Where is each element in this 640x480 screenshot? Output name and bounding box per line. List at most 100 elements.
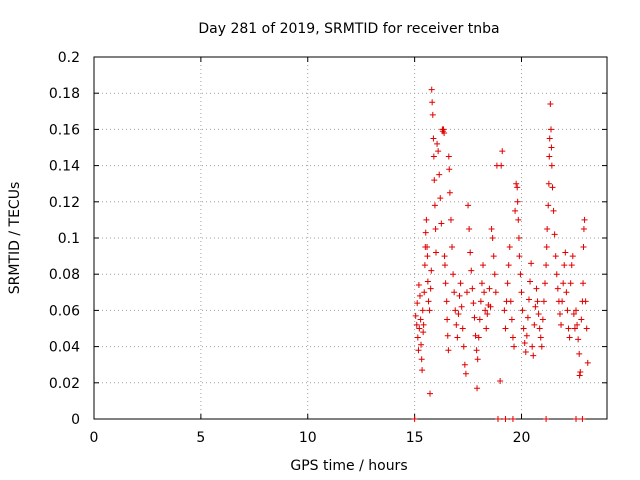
- data-point: [583, 325, 590, 332]
- data-point: [443, 298, 450, 305]
- data-point: [530, 352, 537, 359]
- data-point: [525, 296, 532, 303]
- data-point: [502, 325, 509, 332]
- data-point: [476, 316, 483, 323]
- data-point: [482, 307, 489, 314]
- y-tick-label: 0: [71, 412, 80, 428]
- data-point: [411, 416, 418, 422]
- data-point: [419, 367, 426, 374]
- data-point: [569, 253, 576, 260]
- data-point: [504, 280, 511, 287]
- data-point: [465, 202, 472, 209]
- data-point: [540, 298, 547, 305]
- data-point: [474, 385, 481, 392]
- data-point: [567, 280, 574, 287]
- data-point: [536, 325, 543, 332]
- data-point: [456, 292, 463, 299]
- data-point: [551, 231, 558, 238]
- data-point: [429, 99, 436, 106]
- data-point: [471, 314, 478, 321]
- x-tick-label: 15: [406, 430, 424, 446]
- data-point: [483, 325, 490, 332]
- data-point: [425, 298, 432, 305]
- data-point: [435, 148, 442, 155]
- data-point: [574, 321, 581, 328]
- data-point: [455, 311, 462, 318]
- data-point: [577, 368, 584, 375]
- data-point: [571, 325, 578, 332]
- y-tick-label: 0.18: [49, 86, 80, 102]
- data-point: [501, 307, 508, 314]
- data-point: [441, 130, 448, 137]
- data-point: [505, 262, 512, 269]
- data-point: [467, 249, 474, 256]
- data-point: [491, 271, 498, 278]
- data-point: [419, 307, 426, 314]
- data-point: [461, 361, 468, 368]
- data-point: [548, 144, 555, 151]
- data-point: [573, 307, 580, 314]
- data-point: [430, 153, 437, 160]
- data-point: [545, 202, 552, 209]
- data-point: [442, 280, 449, 287]
- data-point: [553, 271, 560, 278]
- data-point: [535, 311, 542, 318]
- y-axis: 0 0.02 0.04 0.06 0.08 0.1 0.12 0.14 0.16 0.18 0.2: [49, 50, 607, 428]
- data-point: [445, 347, 452, 354]
- data-point: [490, 253, 497, 260]
- data-point: [446, 166, 453, 173]
- data-point: [509, 334, 516, 341]
- data-point: [416, 325, 423, 332]
- y-tick-label: 0.04: [49, 340, 80, 356]
- data-point: [543, 262, 550, 269]
- data-point: [424, 278, 431, 285]
- data-point: [472, 332, 479, 339]
- data-point: [524, 314, 531, 321]
- data-point: [436, 171, 443, 178]
- data-point: [473, 347, 480, 354]
- data-point: [512, 207, 519, 214]
- data-point: [507, 298, 514, 305]
- data-point: [431, 202, 438, 209]
- data-point: [561, 262, 568, 269]
- data-point: [449, 244, 456, 251]
- data-point: [560, 280, 567, 287]
- data-point: [548, 162, 555, 169]
- x-tick-label: 5: [196, 430, 205, 446]
- data-point: [580, 280, 587, 287]
- data-point: [499, 148, 506, 155]
- data-point: [522, 349, 529, 356]
- data-point: [516, 253, 523, 260]
- data-point: [459, 325, 466, 332]
- data-point: [469, 285, 476, 292]
- data-point: [417, 316, 424, 323]
- data-point: [492, 289, 499, 296]
- data-point: [528, 260, 535, 267]
- data-point: [416, 292, 423, 299]
- data-point: [497, 377, 504, 384]
- data-point: [484, 311, 491, 318]
- data-point: [477, 298, 484, 305]
- y-tick-label: 0.02: [49, 376, 80, 392]
- data-point: [523, 332, 530, 339]
- data-point: [486, 285, 493, 292]
- data-point: [509, 416, 516, 422]
- data-point: [579, 416, 586, 422]
- data-point: [474, 356, 481, 363]
- data-point: [565, 325, 572, 332]
- y-tick-label: 0.14: [49, 159, 80, 175]
- data-point: [478, 280, 485, 287]
- data-point: [542, 280, 549, 287]
- data-point: [538, 343, 545, 350]
- data-point: [453, 321, 460, 328]
- data-point: [543, 416, 550, 422]
- data-point: [564, 307, 571, 314]
- data-point: [414, 300, 421, 307]
- y-tick-label: 0.1: [58, 231, 80, 247]
- data-point: [445, 153, 452, 160]
- x-tick-label: 10: [299, 430, 317, 446]
- data-point: [444, 316, 451, 323]
- data-point: [552, 253, 559, 260]
- data-point: [558, 321, 565, 328]
